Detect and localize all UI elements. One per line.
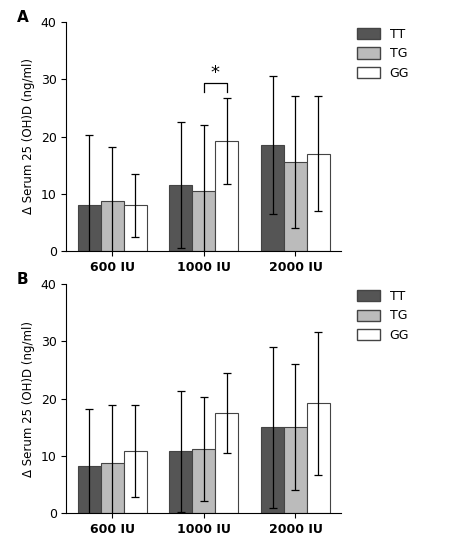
Bar: [284, 427, 307, 513]
Legend: TT, TG, GG: TT, TG, GG: [357, 28, 409, 80]
Text: B: B: [17, 272, 28, 287]
Bar: [215, 413, 238, 513]
Bar: [284, 162, 307, 251]
Bar: [192, 449, 215, 513]
Text: A: A: [17, 10, 28, 25]
Bar: [100, 201, 124, 251]
Y-axis label: Δ Serum 25 (OH)D (ng/ml): Δ Serum 25 (OH)D (ng/ml): [22, 58, 35, 215]
Text: *: *: [211, 64, 220, 82]
Bar: [307, 154, 330, 251]
Bar: [124, 452, 146, 513]
Bar: [261, 145, 284, 251]
Bar: [78, 205, 100, 251]
Y-axis label: Δ Serum 25 (OH)D (ng/ml): Δ Serum 25 (OH)D (ng/ml): [22, 321, 35, 477]
Bar: [78, 466, 100, 513]
Bar: [169, 452, 192, 513]
Bar: [307, 403, 330, 513]
Bar: [100, 463, 124, 513]
Bar: [169, 185, 192, 251]
Bar: [124, 205, 146, 251]
Bar: [215, 140, 238, 251]
Bar: [261, 427, 284, 513]
Legend: TT, TG, GG: TT, TG, GG: [357, 290, 409, 342]
Bar: [192, 191, 215, 251]
